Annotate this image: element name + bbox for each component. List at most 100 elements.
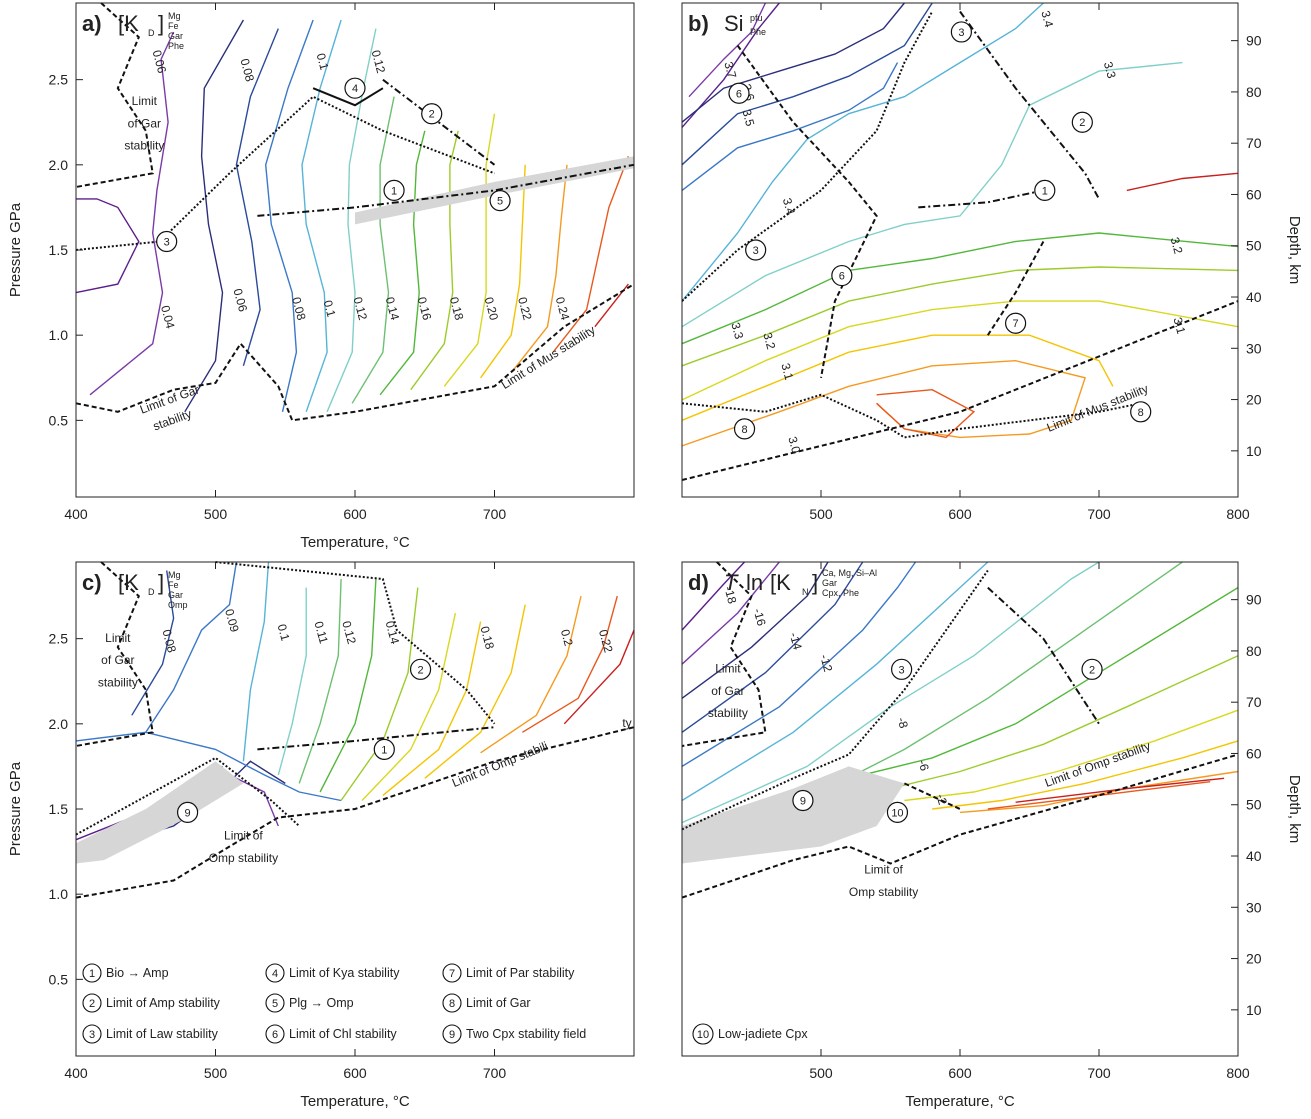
y-axis-label: Pressure GPa (7, 761, 24, 856)
circled-marker (831, 264, 853, 287)
title-superscript: Mg (168, 570, 181, 580)
phase-boundary (382, 78, 496, 166)
legend-text: Two Cpx stability field (466, 1027, 586, 1041)
phase-boundary (681, 561, 767, 747)
contour-label: -16 (751, 607, 769, 628)
x-tick-label: 600 (948, 1065, 972, 1081)
annotation: of Gar (711, 684, 744, 698)
contour-label: -2 (934, 792, 950, 806)
x-tick-label: 600 (948, 506, 972, 522)
legend-marker (442, 1024, 462, 1044)
x-tick-label: 500 (809, 506, 833, 522)
contour-label: 0.06 (150, 48, 170, 74)
panel-c: 400 500 600 700 0.5 1.0 1.5 2.0 2.5 Temperature, … (7, 561, 635, 1110)
contour-label: 0.09 (222, 607, 242, 633)
depth-tick-label: 20 (1246, 392, 1262, 408)
phase-boundary (75, 283, 635, 422)
annotation: Omp stability (849, 885, 918, 899)
marker-number: 9 (185, 807, 191, 819)
legend-text: Bio → Amp (106, 966, 169, 980)
contour-label: 0.16 (415, 295, 435, 321)
legend-text: Limit of Par stability (466, 966, 575, 980)
legend-marker-number: 1 (89, 968, 95, 980)
legend-marker-number: 9 (449, 1029, 455, 1041)
marker-number: 6 (839, 271, 845, 283)
legend-marker-number: 4 (272, 968, 278, 980)
contour-label: 3.7 (721, 60, 739, 80)
contour-label: -18 (721, 585, 739, 606)
contour-line (522, 595, 618, 733)
phase-boundary (987, 586, 1100, 725)
contour-line (75, 198, 140, 294)
phase-boundary (75, 95, 495, 251)
title-superscript: Phe (168, 41, 184, 51)
contour-label: 0.12 (339, 619, 359, 645)
panel-b: 500 600 700 800 10 20 30 40 50 60 70 80 90 Depth, km b… (681, 2, 1303, 522)
title-superscript: Phe (750, 27, 766, 37)
contour-label: -8 (895, 716, 911, 730)
marker-number: 3 (958, 27, 964, 39)
legend-marker-number: 2 (89, 998, 95, 1010)
contour-label: 0.14 (383, 619, 403, 645)
depth-tick-label: 50 (1246, 238, 1262, 254)
x-tick-label: 400 (64, 506, 88, 522)
legend-marker (442, 993, 462, 1013)
title-superscript: Mg (168, 11, 181, 21)
annotation: Omp stability (209, 851, 278, 865)
phase-boundary (75, 561, 154, 747)
annotation: Limit of Mus stability (499, 323, 598, 392)
legend-text: Low-jadiete Cpx (718, 1027, 808, 1041)
phase-boundary (75, 726, 635, 899)
contour-line (681, 62, 899, 191)
title-ln: ln (746, 570, 763, 595)
y-tick-label: 1.0 (49, 886, 69, 902)
x-tick-label: 700 (1087, 506, 1111, 522)
contour-line (131, 570, 175, 716)
annotation: Limit of Omp stabili (450, 739, 550, 790)
panel-letter: c) (82, 570, 102, 595)
contour-line (563, 629, 635, 725)
circled-marker (1034, 179, 1056, 201)
title-superscript: Fe (168, 580, 179, 590)
title-sub: D (148, 28, 155, 38)
annotation: of Gar (101, 653, 134, 667)
contour-line (319, 578, 377, 793)
legend-text: Limit of Law stability (106, 1027, 219, 1041)
annotation: Limit (132, 94, 158, 108)
marker-number: 3 (164, 236, 170, 248)
circled-marker (886, 801, 909, 824)
marker-number: 10 (891, 807, 903, 819)
title-k: [K (770, 570, 791, 595)
phase-boundary (918, 189, 1044, 209)
contour-line (410, 130, 459, 391)
stability-field (355, 156, 634, 225)
legend-marker-number: 3 (89, 1029, 95, 1041)
contour-line (876, 655, 1239, 793)
stability-field (682, 766, 905, 864)
y-tick-label: 1.5 (49, 801, 69, 817)
legend-marker-number: 8 (449, 998, 455, 1010)
title-superscript: Cpx, Phe (822, 588, 859, 598)
circled-marker (1130, 401, 1152, 423)
annotation: Limit of (224, 829, 263, 843)
y-tick-label: 1.0 (49, 327, 69, 343)
annotation: stability (708, 706, 748, 720)
phase-boundary (681, 300, 1239, 481)
circled-marker (344, 77, 366, 99)
annotation: ty (622, 716, 631, 730)
contour-label: -12 (817, 653, 835, 674)
contour-line (681, 2, 1044, 302)
contour-line (848, 587, 1239, 779)
phase-boundary (257, 163, 635, 217)
y-tick-label: 2.0 (49, 157, 69, 173)
contour-line (681, 2, 905, 123)
y-tick-label: 2.5 (49, 631, 69, 647)
marker-number: 9 (800, 795, 806, 807)
circled-marker (792, 789, 814, 812)
phase-boundary (903, 782, 961, 810)
x-tick-label: 700 (1087, 1065, 1111, 1081)
x-tick-label: 500 (809, 1065, 833, 1081)
marker-number: 5 (497, 196, 503, 208)
contour-line (89, 31, 175, 396)
contour-label: 0.08 (237, 57, 257, 83)
